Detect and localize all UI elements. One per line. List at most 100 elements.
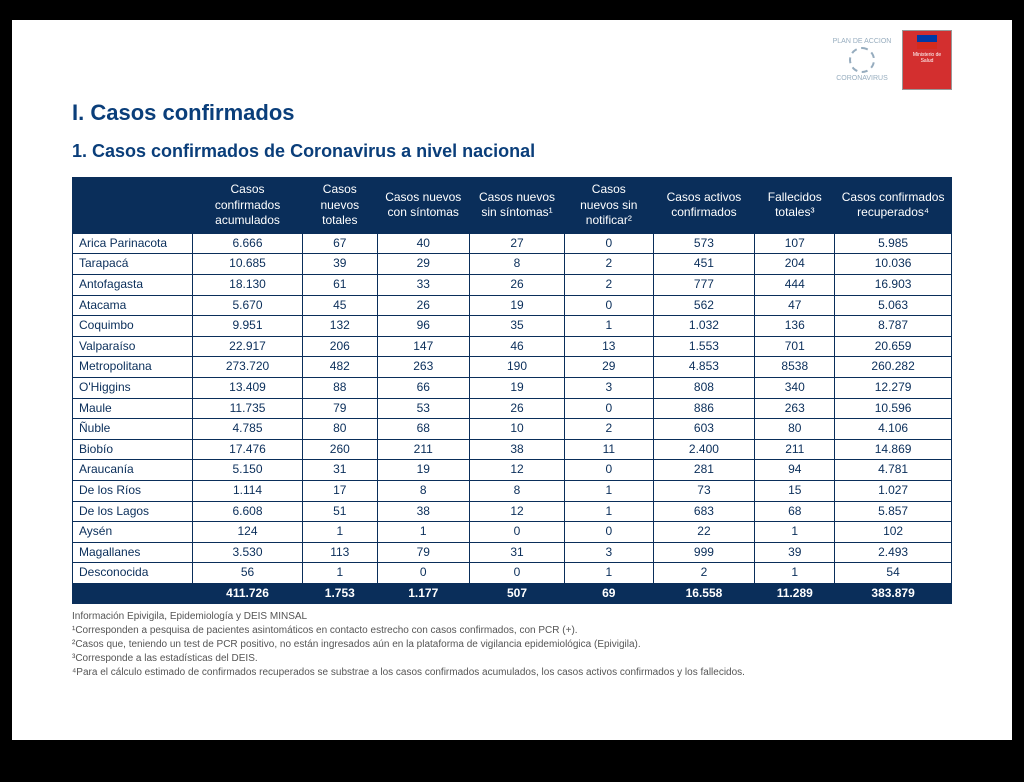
- col-new-total: Casos nuevos totales: [303, 178, 378, 234]
- value-cell: 1: [565, 501, 653, 522]
- footnote-2: ²Casos que, teniendo un test de PCR posi…: [72, 638, 952, 652]
- value-cell: 33: [377, 274, 469, 295]
- totals-new-symptoms: 1.177: [377, 583, 469, 604]
- value-cell: 1: [565, 563, 653, 584]
- value-cell: 0: [469, 522, 564, 543]
- region-cell: Aysén: [73, 522, 193, 543]
- value-cell: 124: [193, 522, 303, 543]
- value-cell: 5.670: [193, 295, 303, 316]
- value-cell: 190: [469, 357, 564, 378]
- value-cell: 19: [377, 460, 469, 481]
- value-cell: 31: [303, 460, 378, 481]
- value-cell: 1.553: [653, 336, 755, 357]
- value-cell: 56: [193, 563, 303, 584]
- value-cell: 5.857: [835, 501, 952, 522]
- value-cell: 8: [469, 254, 564, 275]
- value-cell: 31: [469, 542, 564, 563]
- region-cell: Biobío: [73, 439, 193, 460]
- value-cell: 66: [377, 377, 469, 398]
- col-deaths: Fallecidos totales³: [755, 178, 835, 234]
- value-cell: 15: [755, 480, 835, 501]
- table-header: Casos confirmados acumulados Casos nuevo…: [73, 178, 952, 234]
- logo-corona-top-text: PLAN DE ACCION: [833, 38, 892, 45]
- value-cell: 1.027: [835, 480, 952, 501]
- value-cell: 54: [835, 563, 952, 584]
- value-cell: 113: [303, 542, 378, 563]
- table-row: Magallanes3.53011379313999392.493: [73, 542, 952, 563]
- value-cell: 0: [565, 522, 653, 543]
- value-cell: 107: [755, 233, 835, 254]
- value-cell: 206: [303, 336, 378, 357]
- value-cell: 3: [565, 542, 653, 563]
- col-region: [73, 178, 193, 234]
- footnote-source: Información Epivigila, Epidemiología y D…: [72, 610, 952, 624]
- totals-active: 16.558: [653, 583, 755, 604]
- chile-flag-icon: [917, 35, 937, 49]
- totals-confirmed: 411.726: [193, 583, 303, 604]
- minsal-logo-text: Ministerio de Salud: [907, 52, 947, 64]
- footnote-3: ³Corresponde a las estadísticas del DEIS…: [72, 652, 952, 666]
- value-cell: 9.951: [193, 316, 303, 337]
- value-cell: 1.114: [193, 480, 303, 501]
- value-cell: 808: [653, 377, 755, 398]
- value-cell: 2.400: [653, 439, 755, 460]
- region-cell: Valparaíso: [73, 336, 193, 357]
- value-cell: 38: [469, 439, 564, 460]
- value-cell: 1: [755, 563, 835, 584]
- value-cell: 4.106: [835, 419, 952, 440]
- value-cell: 603: [653, 419, 755, 440]
- table-row: De los Lagos6.6085138121683685.857: [73, 501, 952, 522]
- section-title: I. Casos confirmados: [72, 100, 952, 126]
- value-cell: 12: [469, 501, 564, 522]
- value-cell: 88: [303, 377, 378, 398]
- value-cell: 2: [653, 563, 755, 584]
- value-cell: 1: [303, 522, 378, 543]
- value-cell: 13: [565, 336, 653, 357]
- value-cell: 147: [377, 336, 469, 357]
- table-body: Arica Parinacota6.66667402705731075.985T…: [73, 233, 952, 583]
- value-cell: 96: [377, 316, 469, 337]
- value-cell: 2.493: [835, 542, 952, 563]
- table-row: Araucanía5.1503119120281944.781: [73, 460, 952, 481]
- totals-new-no-symptoms: 507: [469, 583, 564, 604]
- value-cell: 0: [565, 460, 653, 481]
- value-cell: 80: [303, 419, 378, 440]
- value-cell: 11: [565, 439, 653, 460]
- region-cell: Maule: [73, 398, 193, 419]
- region-cell: De los Ríos: [73, 480, 193, 501]
- subsection-title: 1. Casos confirmados de Coronavirus a ni…: [72, 141, 952, 162]
- col-new-no-notify: Casos nuevos sin notificar²: [565, 178, 653, 234]
- value-cell: 1: [303, 563, 378, 584]
- value-cell: 136: [755, 316, 835, 337]
- table-row: De los Ríos1.1141788173151.027: [73, 480, 952, 501]
- value-cell: 5.985: [835, 233, 952, 254]
- value-cell: 10.036: [835, 254, 952, 275]
- col-active: Casos activos confirmados: [653, 178, 755, 234]
- value-cell: 26: [469, 274, 564, 295]
- value-cell: 0: [565, 398, 653, 419]
- value-cell: 10: [469, 419, 564, 440]
- value-cell: 19: [469, 295, 564, 316]
- value-cell: 8: [377, 480, 469, 501]
- value-cell: 39: [755, 542, 835, 563]
- footnote-4: ⁴Para el cálculo estimado de confirmados…: [72, 666, 952, 680]
- value-cell: 46: [469, 336, 564, 357]
- value-cell: 263: [377, 357, 469, 378]
- value-cell: 38: [377, 501, 469, 522]
- value-cell: 73: [653, 480, 755, 501]
- value-cell: 27: [469, 233, 564, 254]
- table-row: Atacama5.6704526190562475.063: [73, 295, 952, 316]
- region-cell: De los Lagos: [73, 501, 193, 522]
- value-cell: 3.530: [193, 542, 303, 563]
- value-cell: 4.853: [653, 357, 755, 378]
- value-cell: 5.150: [193, 460, 303, 481]
- value-cell: 1: [377, 522, 469, 543]
- value-cell: 20.659: [835, 336, 952, 357]
- value-cell: 35: [469, 316, 564, 337]
- value-cell: 1: [565, 480, 653, 501]
- value-cell: 4.781: [835, 460, 952, 481]
- value-cell: 68: [377, 419, 469, 440]
- value-cell: 22.917: [193, 336, 303, 357]
- value-cell: 263: [755, 398, 835, 419]
- value-cell: 26: [469, 398, 564, 419]
